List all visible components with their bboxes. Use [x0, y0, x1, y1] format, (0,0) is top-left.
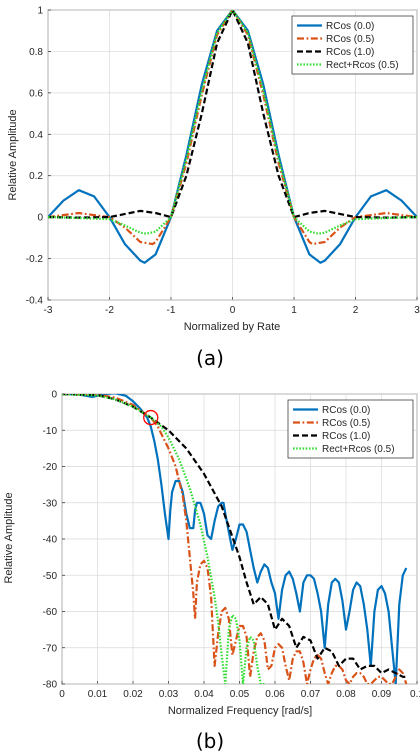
- series-line-1: [48, 10, 417, 264]
- legend-entry: RCos (0.5): [322, 418, 370, 429]
- x-axis-label-b: Normalized Frequency [rad/s]: [168, 705, 312, 717]
- x-tick-label: 0: [59, 689, 65, 700]
- y-tick-label: -80: [43, 680, 58, 691]
- x-tick-label: 0.08: [336, 689, 356, 700]
- series-group-a: [48, 10, 417, 264]
- caption-a: (a): [196, 346, 224, 370]
- x-tick-label: 2: [353, 305, 359, 316]
- x-tick-label: 0.09: [372, 689, 392, 700]
- y-tick-label: -50: [43, 571, 58, 582]
- x-tick-label: 0.05: [230, 689, 250, 700]
- x-tick-label: 1: [291, 305, 297, 316]
- tick-labels-a: -3 -2 -1 0 1 2 3 -0.4 -0.2 0 0.2 0.4 0.6 0.8 1: [26, 6, 420, 317]
- legend-entry: RCos (1.0): [322, 431, 370, 442]
- x-tick-label: 0.02: [123, 689, 143, 700]
- series-group-b: [62, 394, 408, 684]
- x-tick-label: 0.1: [410, 689, 420, 700]
- tick-labels-b: 0 0.01 0.02 0.03 0.04 0.05 0.06 0.07 0.08 0.09 0.1…: [43, 390, 420, 701]
- y-tick-label: 0: [37, 213, 43, 224]
- legend-entry: RCos (0.0): [326, 21, 374, 32]
- y-tick-label: -0.2: [26, 254, 44, 265]
- y-tick-label: 0.8: [29, 47, 43, 58]
- y-tick-label: 1: [37, 6, 43, 17]
- legend-entry: RCos (1.0): [326, 47, 374, 58]
- x-tick-label: 0: [230, 305, 236, 316]
- chart-panel-b: 0 0.01 0.02 0.03 0.04 0.05 0.06 0.07 0.08 0.09 0.1…: [3, 390, 420, 754]
- series-line-4: [48, 10, 417, 235]
- y-tick-label: -60: [43, 607, 58, 618]
- y-tick-label: -30: [43, 498, 58, 509]
- chart-panel-a: -3 -2 -1 0 1 2 3 -0.4 -0.2 0 0.2 0.4 0.6 0.8 1 Normali…: [7, 6, 420, 371]
- y-tick-label: 0.6: [29, 88, 43, 99]
- legend-entry: RCos (0.5): [326, 34, 374, 45]
- y-axis-label-b: Relative Amplitude: [3, 492, 15, 583]
- y-tick-label: 0: [51, 390, 57, 401]
- legend-a: RCos (0.0) RCos (0.5) RCos (1.0) Rect+Rcos …: [291, 15, 414, 75]
- series-line-3: [62, 394, 407, 678]
- x-tick-label: 0.04: [194, 689, 214, 700]
- series-line-1: [62, 394, 408, 684]
- legend-entry: RCos (0.0): [322, 405, 370, 416]
- x-axis-label-a: Normalized by Rate: [184, 321, 281, 333]
- y-tick-label: -20: [43, 462, 58, 473]
- x-tick-label: -3: [44, 305, 53, 316]
- x-tick-label: 0.06: [265, 689, 285, 700]
- legend-b: RCos (0.0) RCos (0.5) RCos (1.0) Rect+Rcos …: [287, 399, 414, 459]
- y-tick-label: -40: [43, 535, 58, 546]
- y-tick-label: 0.4: [29, 130, 43, 141]
- x-tick-label: 3: [414, 305, 420, 316]
- grid-b: [61, 393, 418, 685]
- y-tick-label: -70: [43, 643, 58, 654]
- x-tick-label: 0.03: [159, 689, 179, 700]
- x-tick-label: 0.01: [88, 689, 108, 700]
- y-tick-label: -10: [43, 426, 58, 437]
- x-tick-label: 0.07: [301, 689, 321, 700]
- legend-entry: Rect+Rcos (0.5): [326, 60, 399, 71]
- y-tick-label: -0.4: [26, 296, 44, 307]
- series-line-2: [62, 394, 408, 684]
- highlight-circle: [143, 409, 159, 426]
- legend-entry: Rect+Rcos (0.5): [322, 444, 395, 455]
- y-axis-label-a: Relative Amplitude: [7, 109, 19, 200]
- x-tick-label: -1: [167, 305, 176, 316]
- series-line-4: [62, 394, 265, 684]
- caption-b: (b): [196, 729, 224, 753]
- series-line-3: [48, 10, 417, 219]
- x-tick-label: -2: [105, 305, 114, 316]
- y-tick-label: 0.2: [29, 171, 43, 182]
